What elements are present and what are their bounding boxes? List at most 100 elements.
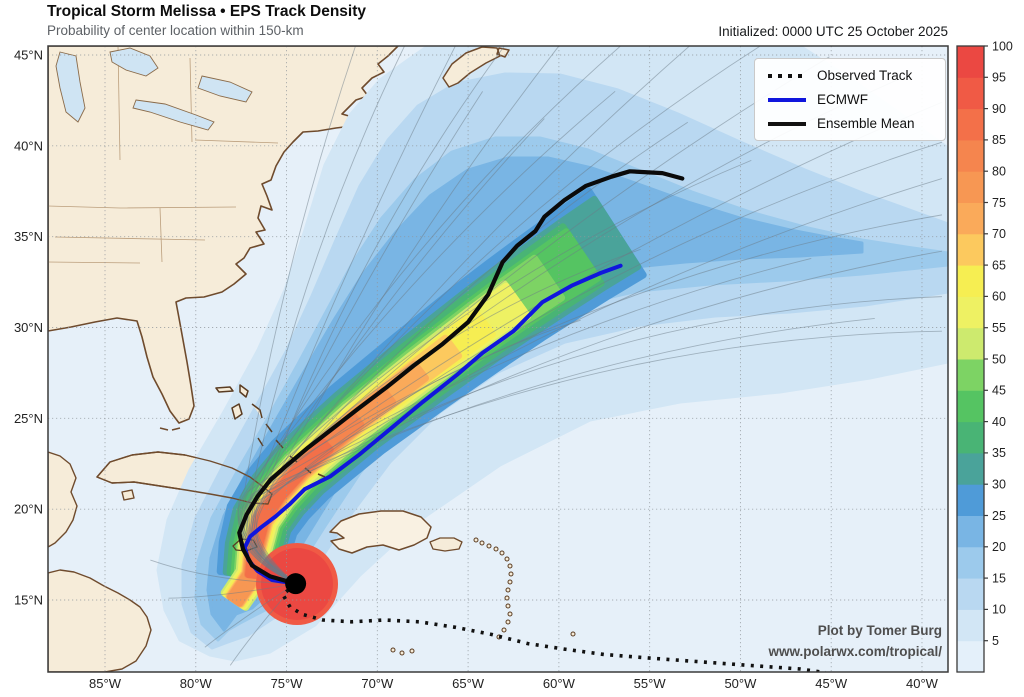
colorbar-band	[957, 359, 984, 391]
puerto-rico	[429, 537, 463, 552]
great-lakes	[55, 47, 253, 131]
colorbar-band	[957, 202, 984, 235]
ensemble-member-track	[242, 118, 545, 585]
colorbar-band	[957, 578, 984, 610]
colorbar-band	[957, 484, 984, 516]
colorbar-band	[957, 515, 984, 548]
lon-tick-label: 85°W	[89, 676, 122, 691]
axis-labels: 85°W 80°W 75°W 70°W 65°W 60°W 55°W 50°W 45°W 40°W…	[14, 48, 939, 692]
island-speck	[507, 563, 513, 569]
island-speck	[479, 540, 485, 546]
colorbar-band	[957, 546, 984, 579]
colorbar-tick-label: 90	[992, 102, 1006, 116]
hispaniola	[329, 510, 432, 554]
colorbar-tick-label: 50	[992, 352, 1006, 366]
legend-row-ecmwf: ECMWF	[768, 92, 932, 107]
colorbar-tick-label: 30	[992, 478, 1006, 492]
ensemble-member-track	[239, 214, 943, 585]
florida-keys	[159, 427, 181, 431]
island-speck	[505, 603, 511, 609]
colorbar-band	[957, 609, 984, 642]
central-america	[48, 569, 152, 672]
watermark: Plot by Tomer Burg www.polarwx.com/tropi…	[768, 620, 942, 662]
lon-tick-label: 65°W	[452, 676, 485, 691]
main-tracks	[237, 169, 827, 672]
ensemble-member-track	[246, 91, 484, 585]
colorbar-tick-label: 25	[992, 509, 1006, 523]
colorbar-tick-label: 35	[992, 446, 1006, 460]
lesser-antilles	[390, 537, 576, 656]
ensemble-member-track	[252, 121, 689, 585]
island-speck	[507, 611, 513, 617]
island-speck	[505, 619, 511, 625]
ensemble-member-track	[251, 248, 641, 585]
ensemble-member-track	[237, 90, 616, 585]
ensemble-member-track	[245, 46, 690, 585]
island-speck	[501, 627, 507, 633]
legend-row-mean: Ensemble Mean	[768, 116, 932, 131]
lon-tick-label: 40°W	[906, 676, 939, 691]
lon-tick-label: 55°W	[634, 676, 667, 691]
island-speck	[507, 579, 513, 585]
ensemble-member-track	[150, 559, 296, 585]
colorbar-tick-label: 95	[992, 71, 1006, 85]
legend-label-mean: Ensemble Mean	[817, 116, 915, 131]
colorbar-band	[957, 421, 984, 454]
lat-tick-label: 35°N	[14, 229, 43, 244]
ensemble-mean-line-sample	[768, 121, 806, 126]
island-speck	[473, 537, 479, 543]
legend: Observed Track ECMWF Ensemble Mean	[754, 58, 946, 141]
current-position-dot	[285, 573, 307, 595]
lon-tick-label: 75°W	[271, 676, 304, 691]
island-speck	[508, 571, 514, 577]
nova-scotia	[442, 46, 510, 88]
colorbar-band	[957, 139, 984, 172]
colorbar-tick-label: 65	[992, 258, 1006, 272]
ensemble-member-track	[229, 583, 296, 666]
colorbar-tick-label: 55	[992, 321, 1006, 335]
lake-huron	[109, 47, 159, 77]
island-speck	[486, 543, 492, 549]
island-speck	[390, 647, 396, 653]
colorbar-tick-label: 10	[992, 603, 1006, 617]
legend-row-observed: Observed Track	[768, 68, 932, 83]
colorbar-band	[957, 171, 984, 203]
colorbar-tick-label: 70	[992, 227, 1006, 241]
lon-tick-label: 80°W	[180, 676, 213, 691]
colorbar-tick-label: 85	[992, 133, 1006, 147]
graticule-gridlines	[48, 46, 948, 672]
lon-tick-label: 60°W	[543, 676, 576, 691]
colorbar-band	[957, 77, 984, 110]
colorbar-tick-label: 5	[992, 634, 999, 648]
legend-label-observed: Observed Track	[817, 68, 913, 83]
yucatan-peninsula	[48, 451, 78, 548]
colorbar: 5 10 15 20 25 30 35 40 45 50 55 60 65 70 75 80 85 90 95 100	[956, 39, 1013, 673]
islands-layer	[96, 46, 576, 656]
island-speck	[399, 650, 405, 656]
colorbar-tick-label: 15	[992, 571, 1006, 585]
lat-tick-label: 40°N	[14, 138, 43, 153]
legend-label-ecmwf: ECMWF	[817, 92, 868, 107]
ensemble-member-track	[168, 583, 296, 599]
ensemble-member-track	[204, 583, 296, 648]
map-frame	[47, 45, 949, 673]
colorbar-tick-label: 40	[992, 415, 1006, 429]
colorbar-band	[957, 233, 984, 266]
lake-erie	[132, 99, 215, 131]
colorbar-tick-label: 45	[992, 384, 1006, 398]
ecmwf-line-sample	[768, 97, 806, 102]
ensemble-member-track	[256, 319, 581, 585]
observed-track-line-sample	[768, 73, 806, 78]
ensemble-mean-track-line	[237, 169, 685, 586]
colorbar-tick-label: 20	[992, 540, 1006, 554]
colorbar-tick-label: 80	[992, 165, 1006, 179]
colorbar-tick-label: 75	[992, 196, 1006, 210]
island-speck	[409, 648, 415, 654]
cuba-coast-outline	[96, 451, 273, 505]
state-borders	[48, 46, 279, 264]
island-speck	[493, 546, 499, 552]
lon-tick-label: 50°W	[724, 676, 757, 691]
colorbar-band	[957, 108, 984, 141]
lat-tick-label: 20°N	[14, 502, 43, 517]
